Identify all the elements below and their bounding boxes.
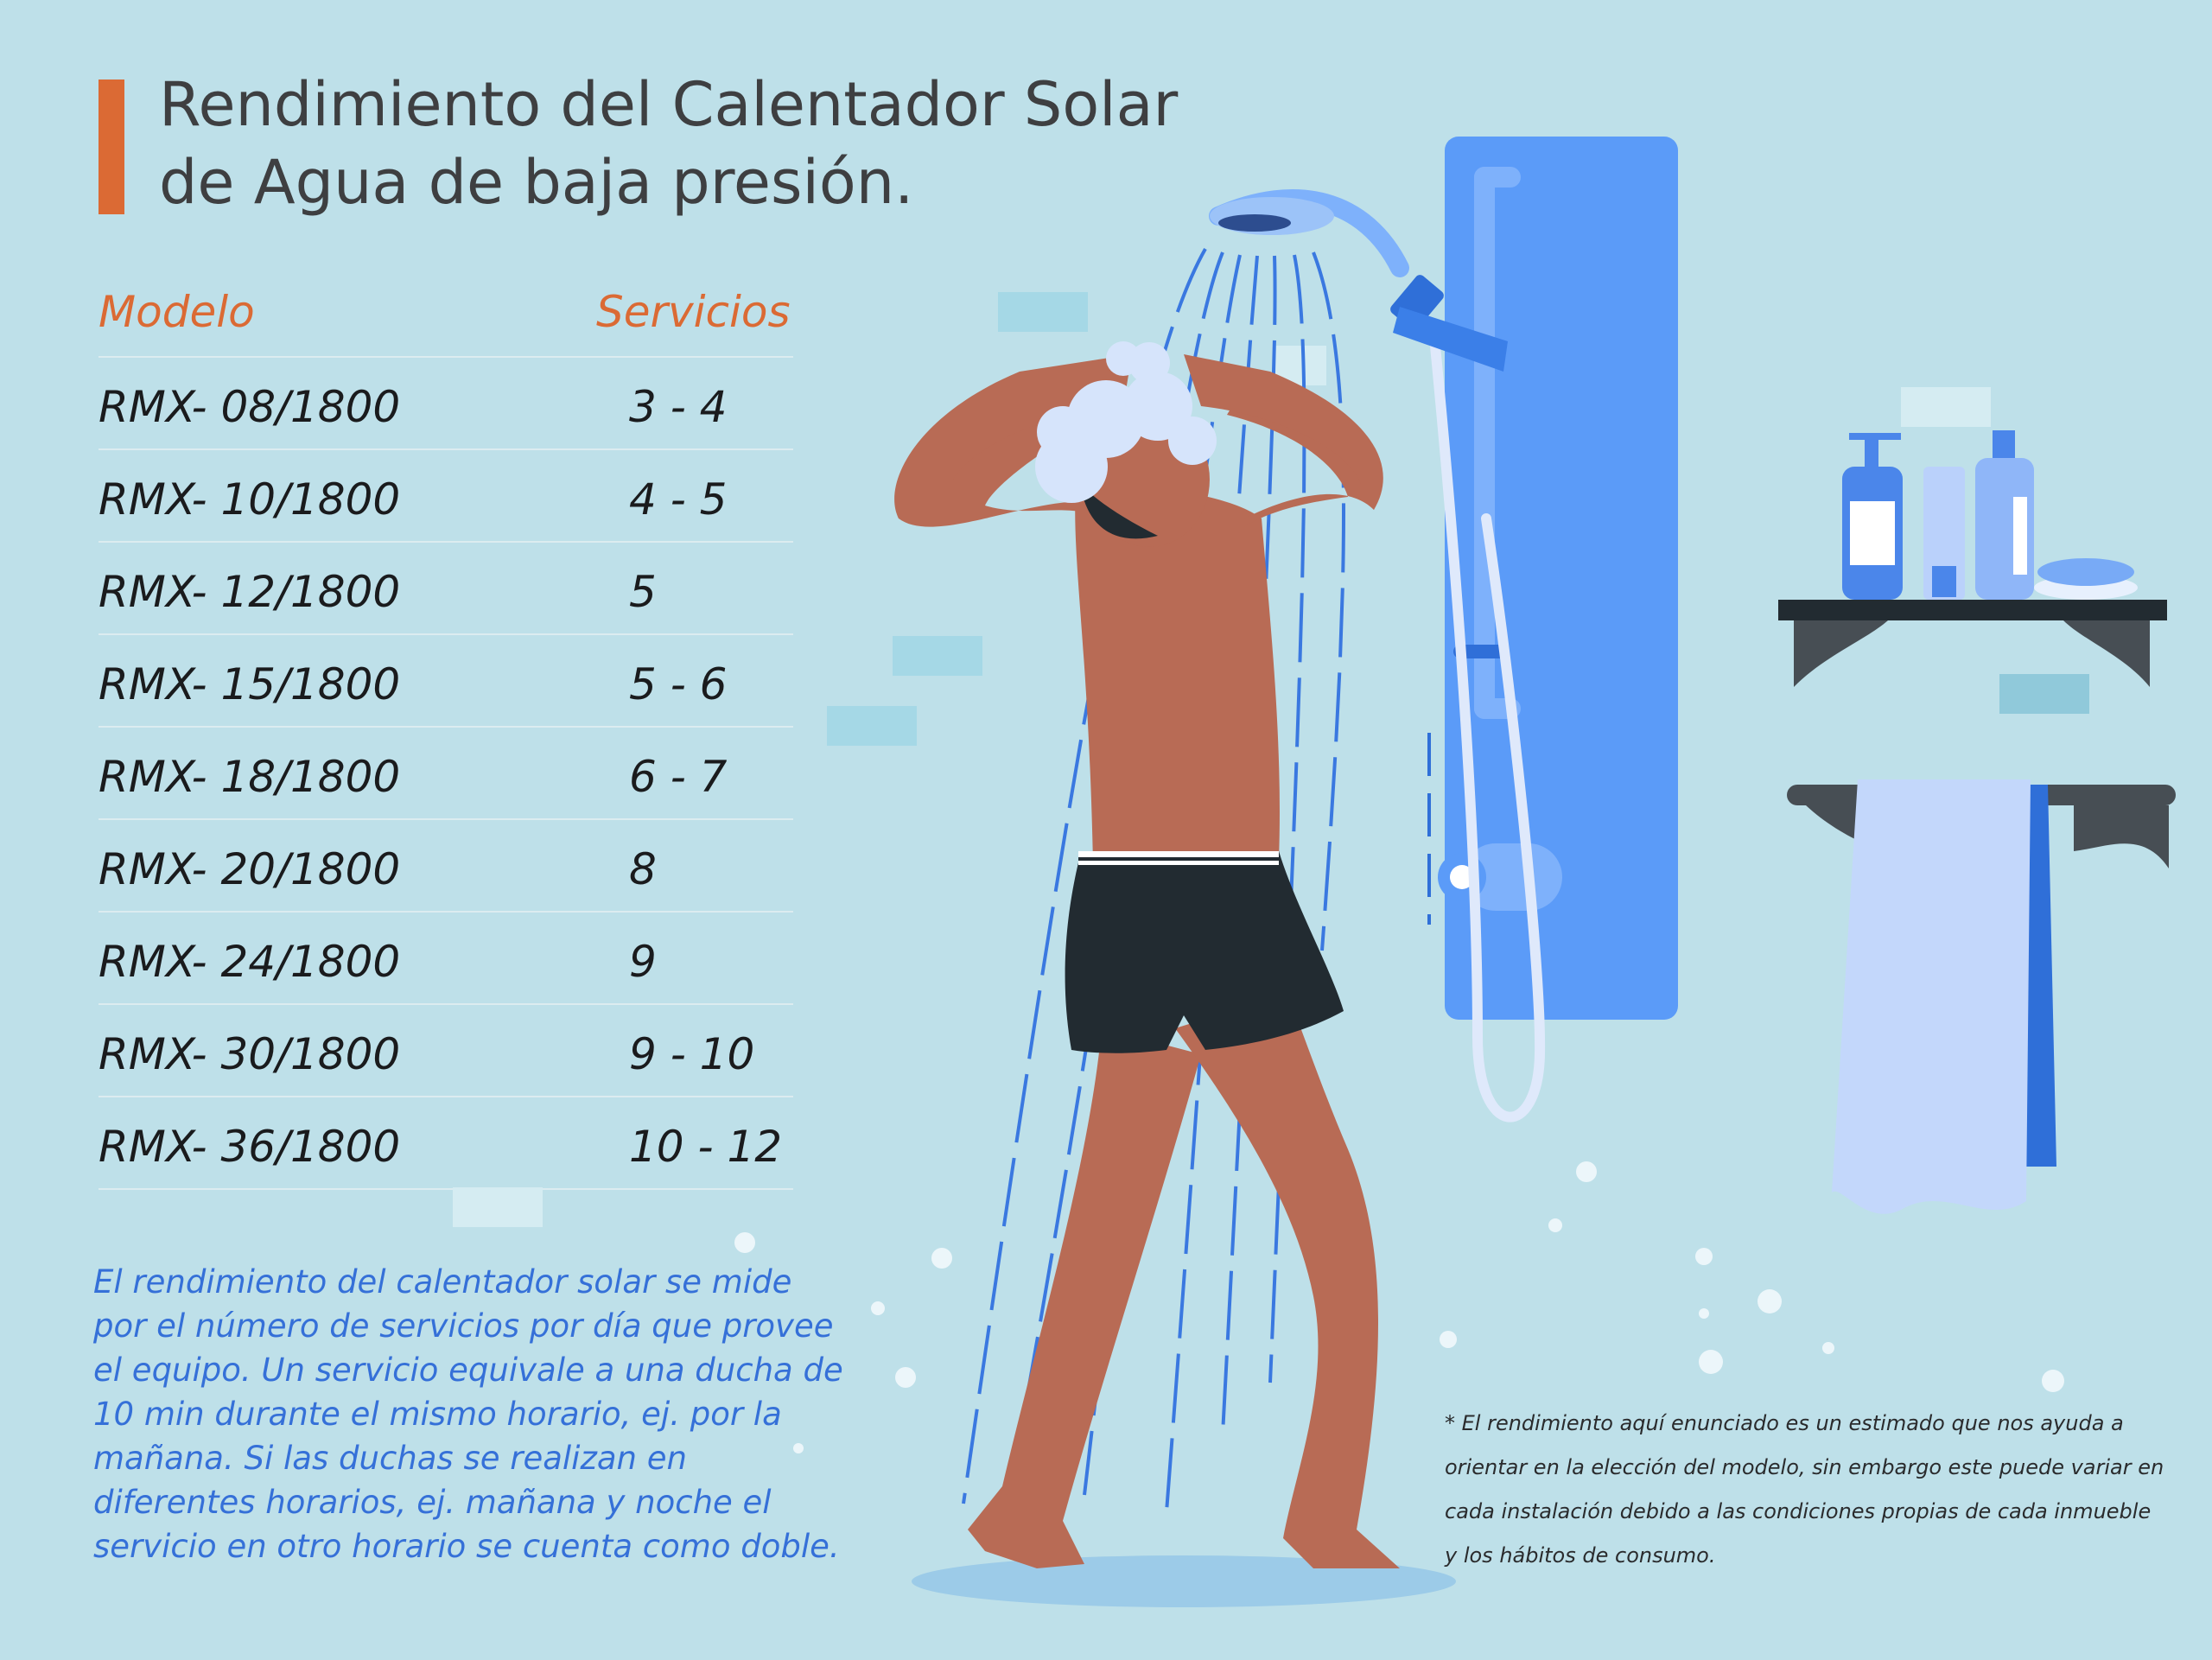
table-row: RMX- 08/1800 3 - 4 [99, 358, 793, 450]
shower-hose [1429, 332, 1546, 1123]
model-cell: RMX- 20/1800 [99, 844, 401, 894]
services-cell: 9 - 10 [629, 1029, 755, 1079]
footnote-line: cada instalación debido a las condicione… [1445, 1499, 2152, 1523]
model-cell: RMX- 18/1800 [99, 752, 401, 802]
table-row: RMX- 30/1800 9 - 10 [99, 1005, 793, 1097]
model-cell: RMX- 15/1800 [99, 659, 401, 709]
description-paragraph: El rendimiento del calentador solar se m… [93, 1260, 843, 1568]
footnote-line: * El rendimiento aquí enunciado es un es… [1445, 1411, 2124, 1435]
title-line-1: Rendimiento del Calentador Solar [159, 69, 1179, 140]
description-line: El rendimiento del calentador solar se m… [93, 1263, 792, 1301]
title-accent-bar [99, 80, 124, 214]
footnote-line: orientar en la elección del modelo, sin … [1445, 1455, 2164, 1479]
services-cell: 5 [629, 567, 657, 617]
table-row: RMX- 15/1800 5 - 6 [99, 635, 793, 728]
services-cell: 5 - 6 [629, 659, 728, 709]
shampoo-foam [1035, 341, 1217, 503]
model-cell: RMX- 24/1800 [99, 937, 401, 987]
model-cell: RMX- 10/1800 [99, 474, 401, 525]
shower-panel-icon [1427, 137, 1678, 1020]
soap-icon [2034, 558, 2138, 600]
table-row: RMX- 12/1800 5 [99, 543, 793, 635]
table-row: RMX- 10/1800 4 - 5 [99, 450, 793, 543]
footnote-line: y los hábitos de consumo. [1445, 1543, 1716, 1568]
table-row: RMX- 18/1800 6 - 7 [99, 728, 793, 820]
table-row: RMX- 20/1800 8 [99, 820, 793, 913]
header-services: Servicios [596, 287, 791, 337]
soap-bottle-icon [1842, 430, 2034, 600]
title-line-2: de Agua de baja presión. [159, 147, 914, 218]
services-cell: 4 - 5 [629, 474, 728, 525]
table-row: RMX- 36/1800 10 - 12 [99, 1097, 793, 1190]
description-line: mañana. Si las duchas se realizan en [93, 1440, 687, 1477]
description-line: diferentes horarios, ej. mañana y noche … [93, 1484, 772, 1521]
header-model: Modelo [99, 287, 255, 337]
performance-table: Modelo Servicios RMX- 08/1800 3 - 4 RMX-… [99, 275, 793, 1190]
services-cell: 8 [629, 844, 657, 894]
person-showering [894, 341, 1400, 1568]
bubbles [734, 1161, 2064, 1453]
table-header: Modelo Servicios [99, 275, 793, 358]
model-cell: RMX- 08/1800 [99, 382, 401, 432]
model-cell: RMX- 12/1800 [99, 567, 401, 617]
decorative-tiles [453, 292, 2089, 1227]
services-cell: 9 [629, 937, 657, 987]
services-cell: 6 - 7 [629, 752, 728, 802]
services-cell: 10 - 12 [629, 1122, 783, 1172]
model-cell: RMX- 36/1800 [99, 1122, 401, 1172]
model-cell: RMX- 30/1800 [99, 1029, 401, 1079]
description-line: servicio en otro horario se cuenta como … [93, 1528, 840, 1565]
shower-head-icon [1209, 189, 1508, 372]
table-row: RMX- 24/1800 9 [99, 913, 793, 1005]
services-cell: 3 - 4 [629, 382, 728, 432]
towel-icon [1832, 779, 2056, 1214]
description-line: el equipo. Un servicio equivale a una du… [93, 1352, 843, 1389]
footnote: * El rendimiento aquí enunciado es un es… [1445, 1402, 2171, 1578]
page-title: Rendimiento del Calentador Solar de Agua… [159, 66, 1178, 221]
description-line: 10 min durante el mismo horario, ej. por… [93, 1396, 782, 1433]
description-line: por el número de servicios por día que p… [93, 1307, 834, 1345]
